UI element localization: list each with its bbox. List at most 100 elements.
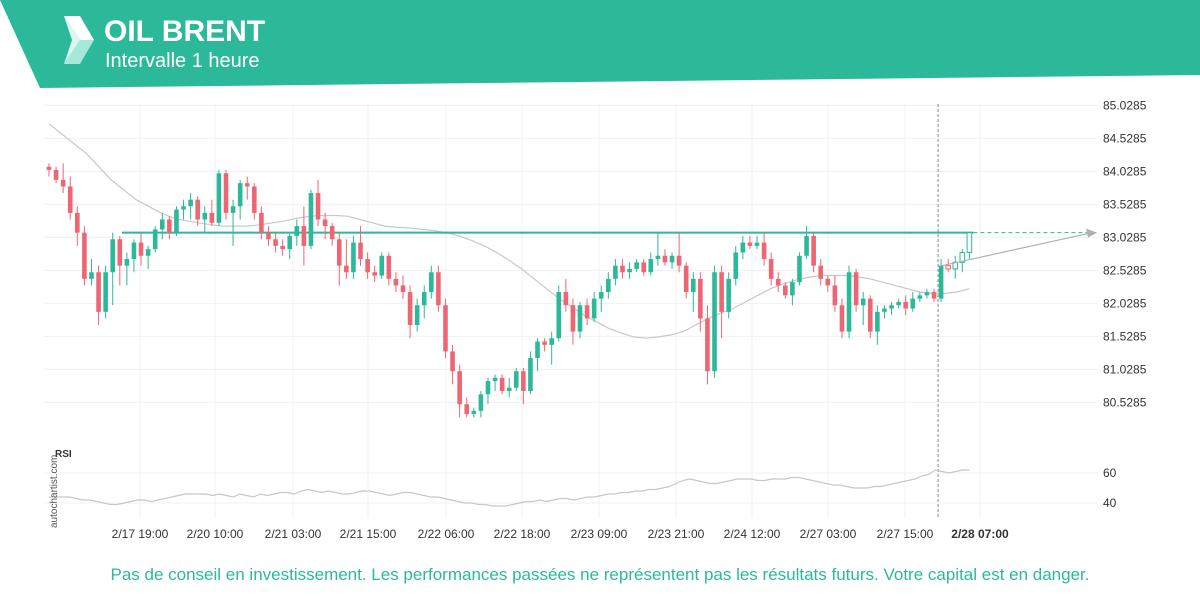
- candle: [110, 232, 116, 306]
- candle: [443, 298, 448, 359]
- rsi-line: [49, 469, 970, 507]
- candle-body: [712, 272, 717, 372]
- candle-body: [365, 259, 370, 273]
- candle: [322, 212, 328, 240]
- candle-body: [797, 255, 802, 283]
- candle-body: [839, 305, 845, 332]
- candle: [478, 391, 484, 418]
- candle: [528, 351, 533, 395]
- candle: [67, 176, 73, 220]
- candle: [372, 265, 377, 283]
- candle: [457, 364, 462, 418]
- candle-body: [216, 173, 222, 223]
- candle: [945, 259, 951, 273]
- candle: [145, 245, 151, 269]
- candle: [598, 285, 604, 312]
- candle-body: [266, 232, 271, 240]
- candle: [209, 199, 215, 227]
- candle: [216, 169, 222, 227]
- candle: [365, 252, 370, 279]
- candle: [889, 301, 894, 316]
- candle-body: [131, 242, 137, 260]
- candle: [436, 265, 441, 312]
- candle-body: [634, 262, 639, 269]
- candle-body: [606, 278, 611, 293]
- candle-body: [372, 272, 377, 276]
- candle-body: [46, 166, 52, 170]
- candle-body: [322, 219, 328, 227]
- candle: [584, 298, 590, 326]
- candle-body: [230, 206, 236, 213]
- candle-body: [662, 255, 668, 263]
- candle: [82, 226, 87, 286]
- candle: [358, 226, 363, 266]
- candle-body: [733, 252, 739, 279]
- candle-body: [82, 232, 87, 279]
- candle-body: [811, 235, 816, 266]
- candle: [931, 288, 937, 302]
- candle-body: [719, 272, 724, 312]
- y-tick-label: 80.5285: [1103, 395, 1147, 409]
- candle-body: [145, 249, 151, 256]
- candle-body: [528, 358, 533, 392]
- candle-body: [252, 186, 257, 213]
- candle: [464, 397, 470, 418]
- rsi-tick-label: 60: [1103, 466, 1117, 480]
- candle: [485, 377, 491, 405]
- chart-title: OIL BRENT: [104, 15, 266, 48]
- candle-body: [75, 212, 80, 233]
- candle-body: [53, 169, 59, 180]
- candle-body: [301, 226, 307, 246]
- candle: [825, 275, 831, 293]
- candle-body: [421, 292, 427, 306]
- candle: [471, 407, 477, 418]
- candle: [96, 265, 101, 326]
- candle: [386, 252, 392, 286]
- candle-body: [613, 265, 618, 279]
- candle: [676, 232, 682, 273]
- candle-body: [648, 259, 654, 273]
- candle: [917, 292, 923, 302]
- candle-body: [889, 305, 894, 309]
- candle: [570, 298, 576, 345]
- candle: [202, 206, 208, 233]
- candle-body: [584, 305, 590, 319]
- candle-body: [931, 292, 937, 299]
- candle: [754, 235, 760, 250]
- candle: [138, 232, 144, 266]
- candle-body: [202, 212, 208, 220]
- candle: [280, 239, 285, 256]
- candle: [853, 268, 859, 312]
- candle: [294, 219, 300, 246]
- candle-body: [386, 255, 392, 279]
- candle-body: [315, 193, 321, 220]
- candle-body: [351, 242, 356, 273]
- candle: [89, 259, 94, 286]
- candle: [719, 265, 724, 339]
- candle: [223, 169, 229, 220]
- candle: [641, 259, 647, 276]
- candle-body: [117, 239, 123, 266]
- candle: [407, 285, 413, 339]
- candle-body: [882, 308, 887, 312]
- candle-body: [67, 186, 73, 213]
- candle: [747, 235, 753, 250]
- x-tick-label: 2/28 07:00: [951, 527, 1009, 541]
- candle: [450, 344, 455, 385]
- candle: [952, 255, 959, 279]
- candle-body: [237, 183, 243, 207]
- candle: [966, 232, 973, 260]
- candle: [896, 298, 901, 309]
- candle-body: [768, 259, 774, 279]
- header-banner: OIL BRENT Intervalle 1 heure: [0, 0, 1200, 90]
- candle-body: [513, 371, 519, 388]
- candle: [393, 272, 399, 293]
- moving-average-layer: [48, 123, 970, 339]
- candle: [103, 265, 108, 319]
- candle-body: [938, 265, 944, 299]
- candle: [846, 265, 852, 339]
- x-tick-label: 2/17 19:00: [112, 527, 169, 541]
- candle-body: [152, 229, 158, 250]
- header-background: [0, 0, 1200, 88]
- y-tick-label: 85.0285: [1103, 98, 1147, 112]
